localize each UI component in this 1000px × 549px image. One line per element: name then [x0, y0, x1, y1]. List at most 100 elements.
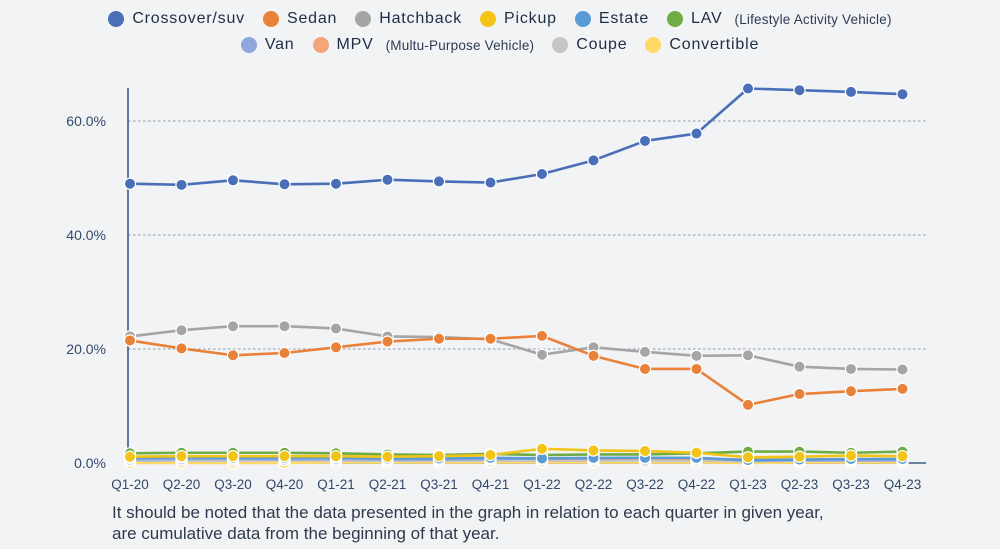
legend-label: Coupe [576, 36, 628, 53]
legend-sublabel: (Multu-Purpose Vehicle) [385, 37, 535, 53]
data-point-pickup [278, 449, 291, 463]
series-line-convertible [130, 461, 903, 465]
legend-label: Estate [598, 10, 650, 27]
x-tick-label: Q2-23 [781, 477, 819, 492]
data-point-hatchback [844, 362, 858, 376]
data-point-crossover-suv [226, 174, 240, 187]
data-point-sedan [329, 341, 343, 354]
data-point-hatchback [896, 363, 909, 376]
data-point-sedan [896, 382, 909, 396]
footnote-line-2: are cumulative data from the beginning o… [112, 524, 500, 543]
data-point-sedan [381, 335, 394, 348]
legend-sublabel: (Lifestyle Activity Vehicle) [734, 11, 892, 27]
data-point-crossover-suv [484, 176, 497, 189]
data-point-sedan [484, 332, 497, 345]
x-tick-label: Q3-22 [626, 477, 664, 492]
data-point-sedan [690, 362, 703, 376]
data-point-hatchback [638, 345, 652, 359]
y-tick-label: 40.0% [66, 227, 106, 243]
legend-swatch [240, 37, 257, 53]
data-point-pickup [535, 442, 549, 455]
data-point-crossover-suv [329, 177, 343, 190]
legend-label: Hatchback [379, 10, 463, 27]
legend-item-mpv: MPV (Multu-Purpose Vehicle) [312, 36, 535, 54]
legend-row: Van MPV (Multu-Purpose Vehicle) Coupe Conver… [0, 32, 1000, 58]
x-tick-label: Q4-22 [678, 477, 716, 492]
data-point-crossover-suv [381, 173, 394, 186]
legend-item-sedan: Sedan [262, 10, 337, 28]
data-point-crossover-suv [896, 88, 909, 101]
data-point-pickup [329, 449, 343, 463]
chart-legend: Crossover/suv Sedan Hatchback Pickup Estate L… [0, 6, 1000, 58]
footnote-line-1: It should be noted that the data present… [112, 503, 824, 522]
x-tick-label: Q2-21 [369, 477, 407, 492]
data-point-sedan [587, 349, 600, 363]
data-point-sedan [638, 362, 652, 376]
data-point-hatchback [329, 322, 343, 335]
data-point-pickup [741, 451, 755, 464]
data-point-crossover-suv [175, 178, 188, 192]
legend-label: Pickup [504, 10, 557, 27]
data-point-sedan [793, 387, 806, 401]
data-point-crossover-suv [690, 127, 703, 140]
legend-swatch [262, 11, 279, 27]
data-point-pickup [793, 450, 806, 463]
data-point-crossover-suv [638, 134, 652, 148]
y-tick-label: 60.0% [66, 113, 106, 129]
data-point-hatchback [741, 349, 755, 362]
legend-label: Convertible [669, 36, 760, 53]
data-point-pickup [175, 449, 188, 463]
legend-item-estate: Estate [574, 10, 650, 28]
data-point-hatchback [793, 360, 806, 373]
series-line-sedan [129, 334, 903, 407]
data-point-sedan [175, 342, 188, 355]
data-point-crossover-suv [278, 178, 291, 191]
y-tick-label: 0.0% [74, 455, 106, 471]
legend-label: Crossover/suv [132, 10, 245, 27]
x-tick-label: Q3-21 [420, 477, 458, 492]
y-tick-label: 20.0% [66, 341, 106, 357]
data-point-crossover-suv [587, 154, 600, 167]
series-line-crossover-suv [129, 87, 903, 187]
data-point-pickup [484, 448, 497, 462]
data-point-hatchback [278, 320, 291, 333]
data-point-sedan [535, 329, 549, 343]
data-point-sedan [432, 332, 446, 345]
data-point-pickup [587, 444, 600, 457]
legend-item-van: Van [240, 36, 295, 54]
legend-item-crossover-suv: Crossover/suv [108, 10, 245, 28]
legend-label: Van [264, 36, 295, 53]
data-point-sedan [123, 334, 137, 347]
data-point-crossover-suv [535, 167, 549, 181]
data-point-hatchback [226, 320, 240, 333]
chart-footnote: It should be noted that the data present… [112, 502, 952, 544]
legend-swatch [355, 11, 372, 27]
x-tick-label: Q3-23 [832, 477, 870, 492]
data-point-sedan [844, 384, 858, 398]
data-point-pickup [896, 449, 909, 463]
legend-item-pickup: Pickup [480, 10, 557, 28]
data-point-pickup [690, 446, 703, 459]
x-tick-label: Q4-23 [884, 477, 922, 492]
series-line-hatchback [129, 324, 903, 371]
legend-item-convertible: Convertible [645, 36, 759, 54]
data-point-hatchback [175, 323, 188, 337]
data-point-hatchback [535, 348, 549, 361]
data-point-crossover-suv [123, 177, 137, 190]
x-tick-label: Q1-20 [111, 477, 149, 492]
x-tick-label: Q2-22 [575, 477, 613, 492]
x-tick-label: Q1-21 [317, 477, 355, 492]
series-line-estate [129, 455, 903, 462]
legend-swatch [645, 37, 662, 53]
data-point-crossover-suv [741, 82, 755, 95]
data-point-crossover-suv [793, 84, 806, 97]
data-point-pickup [226, 449, 240, 463]
legend-swatch [312, 37, 329, 53]
data-point-pickup [123, 450, 137, 463]
data-point-crossover-suv [844, 85, 858, 99]
x-tick-label: Q1-22 [523, 477, 561, 492]
series-line-lav [129, 450, 903, 457]
x-tick-label: Q4-20 [266, 477, 304, 492]
legend-swatch [574, 11, 591, 27]
